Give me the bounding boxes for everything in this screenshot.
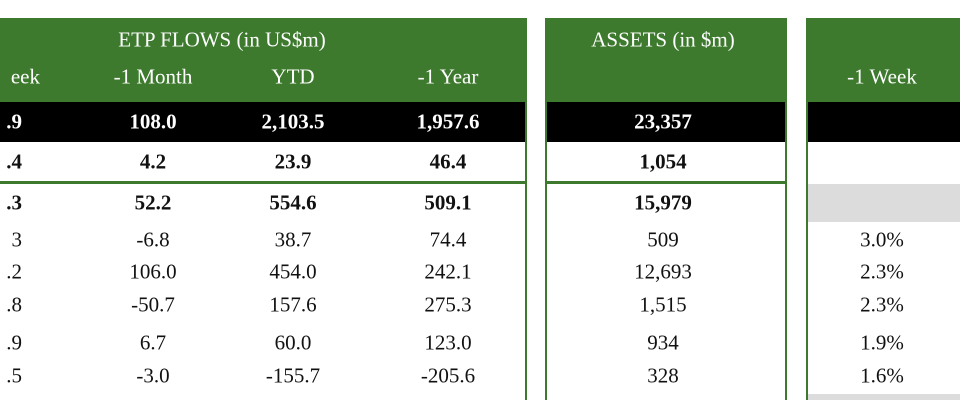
cell: 46.4	[429, 149, 467, 174]
cell: 1,515	[639, 292, 687, 317]
separator	[547, 181, 785, 184]
cell: 328	[647, 363, 679, 388]
column-header: YTD	[271, 64, 315, 89]
cell: 12,693	[634, 259, 692, 284]
grey-row	[808, 394, 960, 400]
total-row	[547, 102, 785, 142]
flows-panel	[0, 18, 527, 400]
cell: 509.1	[424, 190, 472, 215]
cell: .2	[6, 259, 22, 284]
cell: 38.7	[274, 227, 312, 252]
column-header: -1 Month	[113, 64, 193, 89]
cell: 123.0	[424, 330, 472, 355]
cell: .8	[6, 292, 22, 317]
total-row	[808, 102, 960, 142]
cell: 74.4	[429, 227, 467, 252]
cell: .9	[6, 109, 22, 134]
cell: 23.9	[274, 149, 312, 174]
header-band	[0, 20, 525, 102]
cell: -6.8	[136, 227, 170, 252]
cell: 106.0	[129, 259, 177, 284]
cell: 108.0	[129, 109, 177, 134]
cell: 6.7	[139, 330, 167, 355]
cell: 15,979	[634, 190, 692, 215]
cell: 2.3%	[860, 292, 904, 317]
cell: .4	[6, 149, 22, 174]
column-header: -1 Year	[417, 64, 479, 89]
header-band	[547, 20, 785, 102]
column-header: -1 Week	[847, 64, 917, 89]
cell: .5	[6, 363, 22, 388]
performance-panel	[806, 18, 960, 400]
cell: 275.3	[424, 292, 472, 317]
cell: -205.6	[420, 363, 476, 388]
cell: 3.0%	[860, 227, 904, 252]
cell: 23,357	[634, 109, 692, 134]
cell: 4.2	[139, 149, 167, 174]
table-title: ASSETS (in $m)	[591, 27, 735, 52]
cell: 2,103.5	[261, 109, 325, 134]
column-header: eek	[10, 64, 40, 89]
cell: 52.2	[134, 190, 172, 215]
cell: -3.0	[136, 363, 170, 388]
cell: 934	[647, 330, 679, 355]
cell: 509	[647, 227, 679, 252]
cell: 554.6	[269, 190, 317, 215]
cell: 157.6	[269, 292, 317, 317]
table-title: ETP FLOWS (in US$m)	[118, 27, 326, 52]
cell: 454.0	[269, 259, 317, 284]
cell: 1.9%	[860, 330, 904, 355]
separator	[0, 181, 525, 184]
cell: 1,957.6	[416, 109, 480, 134]
cell: 1.6%	[860, 363, 904, 388]
cell: .3	[6, 190, 22, 215]
cell: 2.3%	[860, 259, 904, 284]
cell: 3	[11, 227, 23, 252]
total-row	[0, 102, 525, 142]
cell: .9	[6, 330, 22, 355]
cell: -155.7	[265, 363, 321, 388]
cell: 60.0	[274, 330, 312, 355]
cell: 1,054	[639, 149, 687, 174]
assets-panel	[545, 18, 787, 400]
header-band	[808, 20, 960, 102]
cell: -50.7	[131, 292, 175, 317]
grey-row	[808, 184, 960, 222]
cell: 242.1	[424, 259, 472, 284]
